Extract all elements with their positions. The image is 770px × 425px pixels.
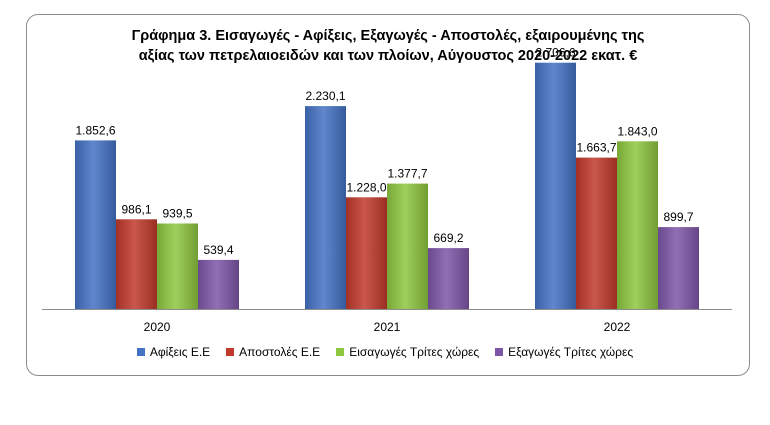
bar-2020-series-2 bbox=[116, 219, 157, 309]
data-label-2022-series-3: 1.843,0 bbox=[617, 124, 657, 138]
data-label-2021-series-3: 1.377,7 bbox=[387, 167, 427, 181]
data-label-2021-series-1: 2.230,1 bbox=[305, 89, 345, 103]
data-labels-group: 1.852,6 986,1 939,5 539,4 2.230,1 1.228,01.37… bbox=[75, 46, 693, 257]
data-label-2020-series-1: 1.852,6 bbox=[75, 123, 115, 137]
legend-item-3: Εισαγωγές Τρίτες χώρες bbox=[336, 345, 479, 359]
data-label-2020-series-2: 986,1 bbox=[121, 202, 151, 216]
data-label-2020-series-3: 939,5 bbox=[162, 207, 192, 221]
data-label-2021-series-4: 669,2 bbox=[433, 231, 463, 245]
data-label-2021-series-2: 1.228,0 bbox=[346, 180, 386, 194]
bar-2020-series-1 bbox=[75, 140, 116, 309]
legend-label-4: Εξαγωγές Τρίτες χώρες bbox=[508, 345, 634, 359]
bar-2022-series-4 bbox=[658, 227, 699, 309]
legend-swatch-3 bbox=[336, 348, 345, 356]
legend-label-1: Αφίξεις Ε.Ε bbox=[149, 345, 211, 359]
bar-2022-series-2 bbox=[576, 157, 617, 309]
chart-title-line-1: Γράφημα 3. Εισαγωγές - Αφίξεις, Εξαγωγές… bbox=[131, 28, 645, 44]
x-tick-labels-group: 2020 2021 2022 bbox=[144, 320, 631, 334]
bar-2021-series-4 bbox=[428, 248, 469, 309]
bar-2020-series-4 bbox=[198, 259, 239, 309]
legend-item-2: Αποστολές Ε.Ε bbox=[226, 345, 320, 359]
legend: Αφίξεις Ε.Ε Αποστολές Ε.Ε Εισαγωγές Τρίτες… bbox=[0, 342, 770, 362]
bar-2021-series-2 bbox=[346, 197, 387, 309]
legend-label-3: Εισαγωγές Τρίτες χώρες bbox=[349, 345, 480, 359]
legend-item-4: Εξαγωγές Τρίτες χώρες bbox=[495, 345, 633, 359]
legend-swatch-2 bbox=[226, 348, 235, 356]
x-tick-label-2020: 2020 bbox=[144, 320, 171, 334]
chart-title-line-2: αξίας των πετρελαιοειδών και των πλοίων,… bbox=[138, 48, 638, 64]
bar-2020-series-3 bbox=[157, 223, 198, 309]
bar-2022-series-3 bbox=[617, 141, 658, 309]
chart-title: Γράφημα 3. Εισαγωγές - Αφίξεις, Εξαγωγές… bbox=[26, 26, 750, 66]
bar-2021-series-1 bbox=[305, 106, 346, 309]
bars-group bbox=[75, 62, 699, 310]
data-label-2022-series-1: 2.706,6 bbox=[535, 46, 575, 60]
legend-item-1: Αφίξεις Ε.Ε bbox=[136, 345, 211, 359]
legend-label-2: Αποστολές Ε.Ε bbox=[239, 345, 321, 359]
x-tick-label-2022: 2022 bbox=[604, 320, 631, 334]
bar-2022-series-1 bbox=[535, 62, 576, 310]
x-tick-label-2021: 2021 bbox=[374, 320, 401, 334]
data-label-2022-series-4: 899,7 bbox=[663, 210, 693, 224]
bar-2021-series-3 bbox=[387, 183, 428, 309]
legend-swatch-1 bbox=[136, 348, 145, 356]
data-label-2020-series-4: 539,4 bbox=[203, 243, 233, 257]
data-label-2022-series-2: 1.663,7 bbox=[576, 141, 616, 155]
legend-swatch-4 bbox=[495, 348, 504, 356]
